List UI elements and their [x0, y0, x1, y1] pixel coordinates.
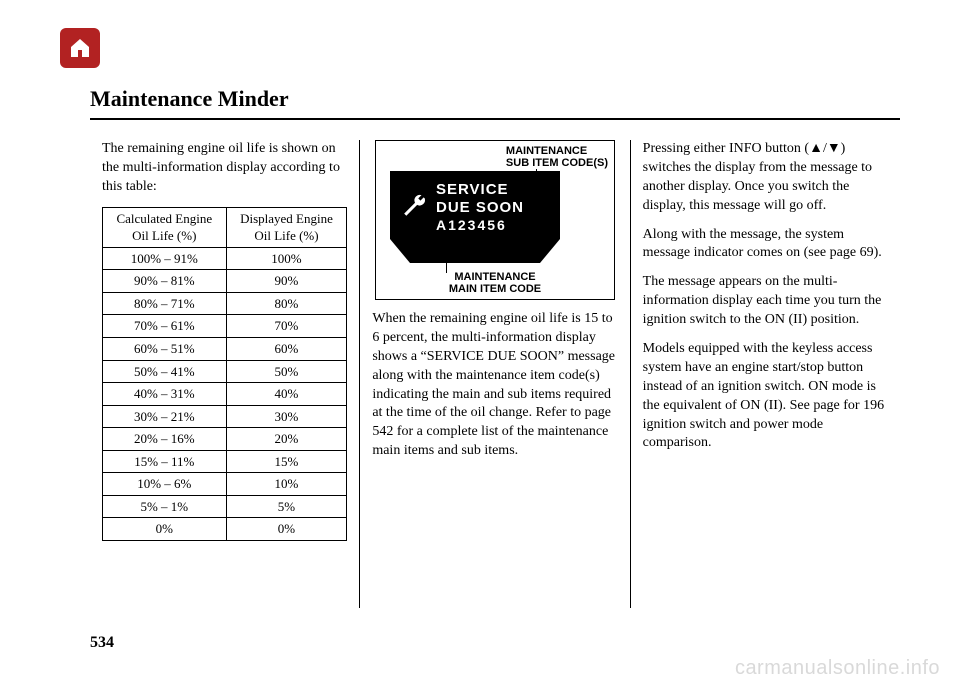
table-cell: 15% [226, 450, 347, 473]
table-cell: 30% [226, 405, 347, 428]
diagram-label-bottom: MAINTENANCE MAIN ITEM CODE [376, 271, 614, 295]
watermark: carmanualsonline.info [735, 657, 940, 680]
table-row: 100% – 91%100% [103, 247, 347, 270]
table-header: Calculated Engine Oil Life (%) [103, 207, 227, 247]
display-code: A123456 [436, 217, 524, 234]
column-3: Pressing either INFO button (▲/▼) switch… [630, 140, 900, 608]
diagram-label-line: MAINTENANCE [506, 145, 608, 157]
table-cell: 50% – 41% [103, 360, 227, 383]
table-row: 70% – 61%70% [103, 315, 347, 338]
table-row: 90% – 81%90% [103, 270, 347, 293]
table-row: 60% – 51%60% [103, 337, 347, 360]
page: Maintenance Minder The remaining engine … [0, 0, 960, 688]
oil-life-table: Calculated Engine Oil Life (%) Displayed… [102, 207, 347, 541]
diagram-label-line: MAIN ITEM CODE [376, 283, 614, 295]
col3-p1: Pressing either INFO button (▲/▼) switch… [643, 140, 888, 216]
table-cell: 5% [226, 495, 347, 518]
table-row: 50% – 41%50% [103, 360, 347, 383]
table-cell: 10% – 6% [103, 473, 227, 496]
table-row: 20% – 16%20% [103, 428, 347, 451]
table-cell: 0% [103, 518, 227, 541]
table-header-row: Calculated Engine Oil Life (%) Displayed… [103, 207, 347, 247]
page-number: 534 [90, 634, 114, 652]
diagram-label-line: SUB ITEM CODE(S) [506, 157, 608, 169]
table-cell: 0% [226, 518, 347, 541]
horizontal-rule [90, 118, 900, 120]
table-cell: 100% – 91% [103, 247, 227, 270]
table-cell: 40% [226, 383, 347, 406]
house-icon [68, 36, 92, 60]
table-cell: 30% – 21% [103, 405, 227, 428]
table-row: 0%0% [103, 518, 347, 541]
table-cell: 70% [226, 315, 347, 338]
table-cell: 100% [226, 247, 347, 270]
table-cell: 80% – 71% [103, 292, 227, 315]
table-cell: 15% – 11% [103, 450, 227, 473]
table-cell: 10% [226, 473, 347, 496]
table-cell: 50% [226, 360, 347, 383]
table-row: 5% – 1%5% [103, 495, 347, 518]
col2-para: When the remaining engine oil life is 15… [372, 310, 617, 461]
table-row: 80% – 71%80% [103, 292, 347, 315]
table-cell: 5% – 1% [103, 495, 227, 518]
table-row: 40% – 31%40% [103, 383, 347, 406]
table-body: 100% – 91%100%90% – 81%90%80% – 71%80%70… [103, 247, 347, 540]
table-row: 10% – 6%10% [103, 473, 347, 496]
leader-line [536, 169, 537, 231]
table-header: Displayed Engine Oil Life (%) [226, 207, 347, 247]
column-1: The remaining engine oil life is shown o… [90, 140, 359, 608]
table-cell: 20% [226, 428, 347, 451]
display-text: SERVICE DUE SOON A123456 [436, 181, 524, 234]
table-cell: 80% [226, 292, 347, 315]
table-cell: 60% [226, 337, 347, 360]
col3-p4: Models equipped with the keyless access … [643, 340, 888, 453]
table-cell: 70% – 61% [103, 315, 227, 338]
wrench-icon [402, 193, 428, 219]
diagram-label-top: MAINTENANCE SUB ITEM CODE(S) [506, 145, 608, 169]
column-2: MAINTENANCE SUB ITEM CODE(S) SERVICE DUE… [359, 140, 629, 608]
display-line: SERVICE [436, 181, 524, 199]
leader-line [514, 231, 536, 232]
table-cell: 20% – 16% [103, 428, 227, 451]
table-cell: 40% – 31% [103, 383, 227, 406]
service-diagram: MAINTENANCE SUB ITEM CODE(S) SERVICE DUE… [375, 140, 615, 300]
col1-intro: The remaining engine oil life is shown o… [102, 140, 347, 197]
display-line: DUE SOON [436, 199, 524, 217]
diagram-label-line: MAINTENANCE [376, 271, 614, 283]
table-row: 30% – 21%30% [103, 405, 347, 428]
leader-line [446, 251, 447, 273]
content-columns: The remaining engine oil life is shown o… [90, 140, 900, 608]
table-cell: 90% – 81% [103, 270, 227, 293]
table-cell: 60% – 51% [103, 337, 227, 360]
table-row: 15% – 11%15% [103, 450, 347, 473]
home-icon[interactable] [60, 28, 100, 68]
table-cell: 90% [226, 270, 347, 293]
page-title: Maintenance Minder [90, 86, 289, 112]
col3-p3: The message appears on the multi-informa… [643, 273, 888, 330]
col3-p2: Along with the message, the system messa… [643, 226, 888, 264]
